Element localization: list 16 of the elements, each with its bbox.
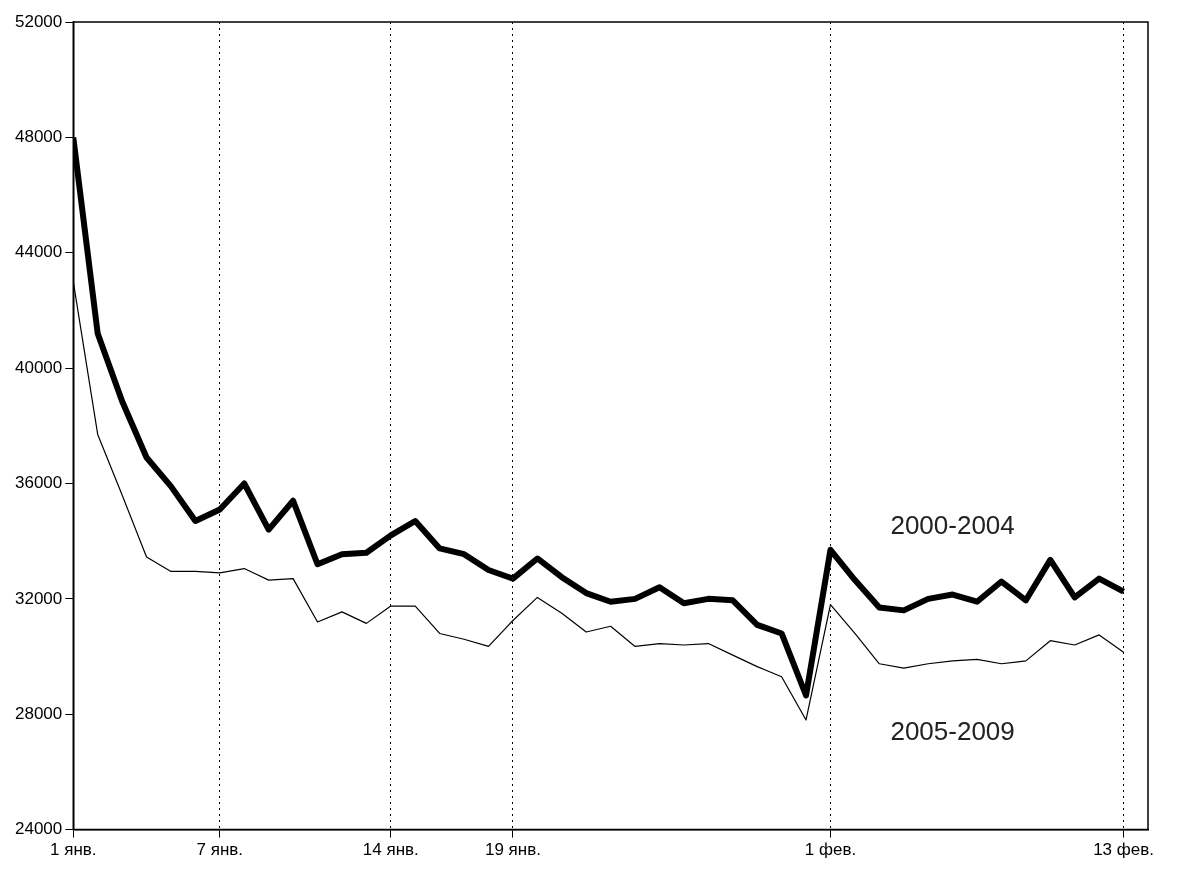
y-tick-label: 48000 — [14, 127, 63, 147]
x-tick-label: 19 янв. — [484, 840, 541, 860]
series-label: 2000-2004 — [890, 509, 1015, 540]
series-label: 2005-2009 — [890, 716, 1015, 747]
x-tick-label: 13 фев. — [1093, 840, 1154, 860]
y-tick-label: 36000 — [14, 473, 63, 493]
x-tick-label: 1 фев. — [804, 840, 857, 860]
y-tick-label: 52000 — [14, 11, 63, 31]
y-tick-label: 24000 — [14, 819, 63, 839]
y-tick-label: 44000 — [14, 242, 63, 262]
x-tick-label: 1 янв. — [50, 840, 97, 860]
y-tick-label: 40000 — [14, 357, 63, 377]
x-tick-label: 14 янв. — [362, 840, 419, 860]
x-tick-label: 7 янв. — [196, 840, 244, 860]
y-tick-label: 28000 — [14, 703, 63, 723]
y-tick-label: 32000 — [14, 588, 63, 608]
